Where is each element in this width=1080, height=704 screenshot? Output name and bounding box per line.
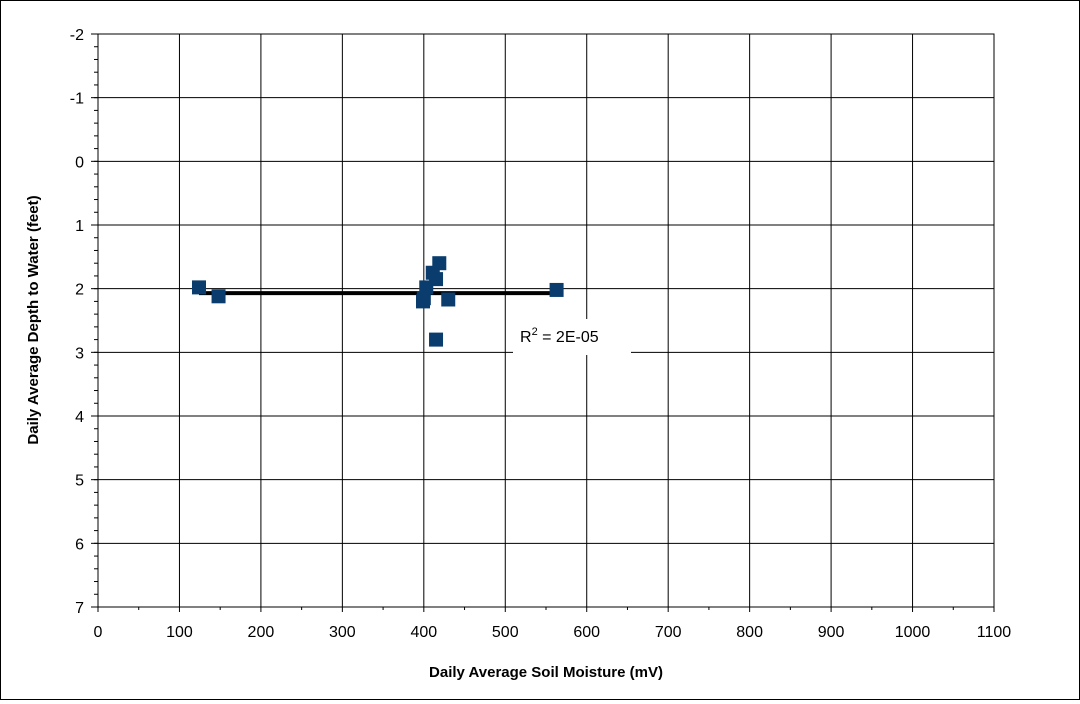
data-point: [429, 332, 444, 347]
x-tick-label: 300: [329, 624, 356, 641]
x-tick-label: 1000: [895, 624, 931, 641]
x-tick-label: 700: [655, 624, 682, 641]
y-tick-label: 4: [75, 409, 84, 426]
y-axis-title: Daily Average Depth to Water (feet): [25, 195, 42, 444]
data-point: [441, 292, 456, 307]
data-points: [192, 256, 564, 347]
y-tick-label: 1: [75, 218, 84, 235]
x-tick-label: 0: [94, 624, 103, 641]
data-point: [192, 280, 207, 295]
r-squared-base: R: [520, 329, 532, 346]
x-tick-label: 100: [166, 624, 193, 641]
x-tick-label: 500: [492, 624, 519, 641]
data-point: [416, 291, 431, 306]
x-tick-label: 900: [818, 624, 845, 641]
y-tick-label: 6: [75, 536, 84, 553]
y-tick-label: 3: [75, 345, 84, 362]
x-axis-tick-labels: 0 100 200 300 400 500 600 700 800 900 1000 1100: [94, 624, 1012, 641]
data-point: [211, 289, 226, 304]
y-axis-minor-ticks: [94, 33, 954, 610]
r-squared-value: = 2E-05: [538, 329, 599, 346]
y-tick-label: -2: [70, 27, 84, 44]
x-tick-label: 200: [248, 624, 275, 641]
r-squared-superscript: 2: [532, 326, 538, 338]
y-tick-label: 2: [75, 282, 84, 299]
x-axis-title: Daily Average Soil Moisture (mV): [429, 664, 663, 681]
y-tick-label: -1: [70, 91, 84, 108]
y-tick-label: 7: [75, 600, 84, 617]
y-axis-tick-labels: -2 -1 0 1 2 3 4 5 6 7: [70, 27, 84, 617]
grid-lines: [91, 33, 995, 612]
x-tick-label: 800: [736, 624, 763, 641]
y-tick-label: 0: [75, 154, 84, 171]
y-tick-label: 5: [75, 473, 84, 490]
data-point: [432, 256, 447, 271]
r-squared-annotation: R2 = 2E-05: [520, 326, 599, 346]
data-point: [549, 282, 564, 297]
annotation-background: [513, 319, 631, 355]
x-tick-label: 600: [573, 624, 600, 641]
data-point: [429, 272, 444, 287]
x-tick-label: 1100: [977, 624, 1012, 641]
x-tick-label: 400: [410, 624, 437, 641]
